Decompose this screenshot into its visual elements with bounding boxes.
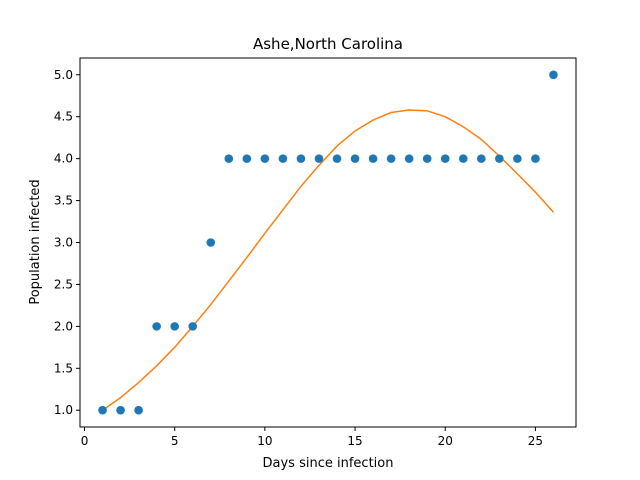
y-tick-label: 1.0 bbox=[54, 403, 73, 417]
data-point bbox=[260, 154, 270, 163]
data-point bbox=[296, 154, 306, 163]
data-point bbox=[242, 154, 252, 163]
x-axis-label: Days since infection bbox=[263, 456, 394, 471]
data-point bbox=[188, 322, 198, 331]
data-point bbox=[314, 154, 324, 163]
y-tick-label: 3.5 bbox=[54, 194, 73, 208]
data-point bbox=[152, 322, 161, 331]
plot-area bbox=[98, 70, 558, 415]
axis-ticks: 0 5 10 15 20 25 1.0 1.5 2.0 2.5 3.0 3.5 4.0 4.5 5.0 bbox=[54, 68, 543, 448]
x-tick-label: 0 bbox=[81, 434, 89, 448]
y-tick-label: 2.5 bbox=[54, 277, 73, 291]
data-point bbox=[458, 154, 468, 163]
y-tick-label: 4.0 bbox=[54, 152, 73, 166]
data-point bbox=[98, 405, 107, 415]
y-axis-label: Population infected bbox=[28, 179, 43, 304]
x-tick-label: 10 bbox=[257, 434, 272, 448]
data-point bbox=[531, 154, 540, 163]
data-point bbox=[224, 154, 234, 163]
data-point bbox=[278, 154, 288, 163]
data-point bbox=[422, 154, 432, 163]
x-tick-label: 20 bbox=[438, 434, 453, 448]
y-tick-label: 3.0 bbox=[54, 236, 73, 250]
data-point bbox=[350, 154, 360, 163]
data-point bbox=[513, 154, 522, 163]
x-tick-label: 15 bbox=[347, 434, 362, 448]
data-point bbox=[440, 154, 450, 163]
data-point bbox=[116, 405, 125, 415]
data-point bbox=[549, 70, 558, 80]
data-point bbox=[477, 154, 486, 163]
axes-frame bbox=[79, 57, 577, 428]
y-tick-label: 5.0 bbox=[54, 68, 73, 82]
data-point bbox=[206, 238, 216, 247]
data-point bbox=[332, 154, 342, 163]
data-point bbox=[170, 322, 179, 331]
data-point bbox=[368, 154, 378, 163]
fit-curve-line bbox=[102, 109, 555, 411]
chart-title: Ashe,North Carolina bbox=[253, 35, 403, 53]
x-tick-label: 25 bbox=[528, 434, 543, 448]
data-point bbox=[404, 154, 414, 163]
y-tick-label: 1.5 bbox=[54, 361, 73, 375]
y-tick-label: 2.0 bbox=[54, 319, 73, 333]
x-tick-label: 5 bbox=[171, 434, 179, 448]
data-point bbox=[495, 154, 504, 163]
y-tick-label: 4.5 bbox=[54, 110, 73, 124]
data-point bbox=[386, 154, 396, 163]
data-point bbox=[134, 405, 143, 415]
